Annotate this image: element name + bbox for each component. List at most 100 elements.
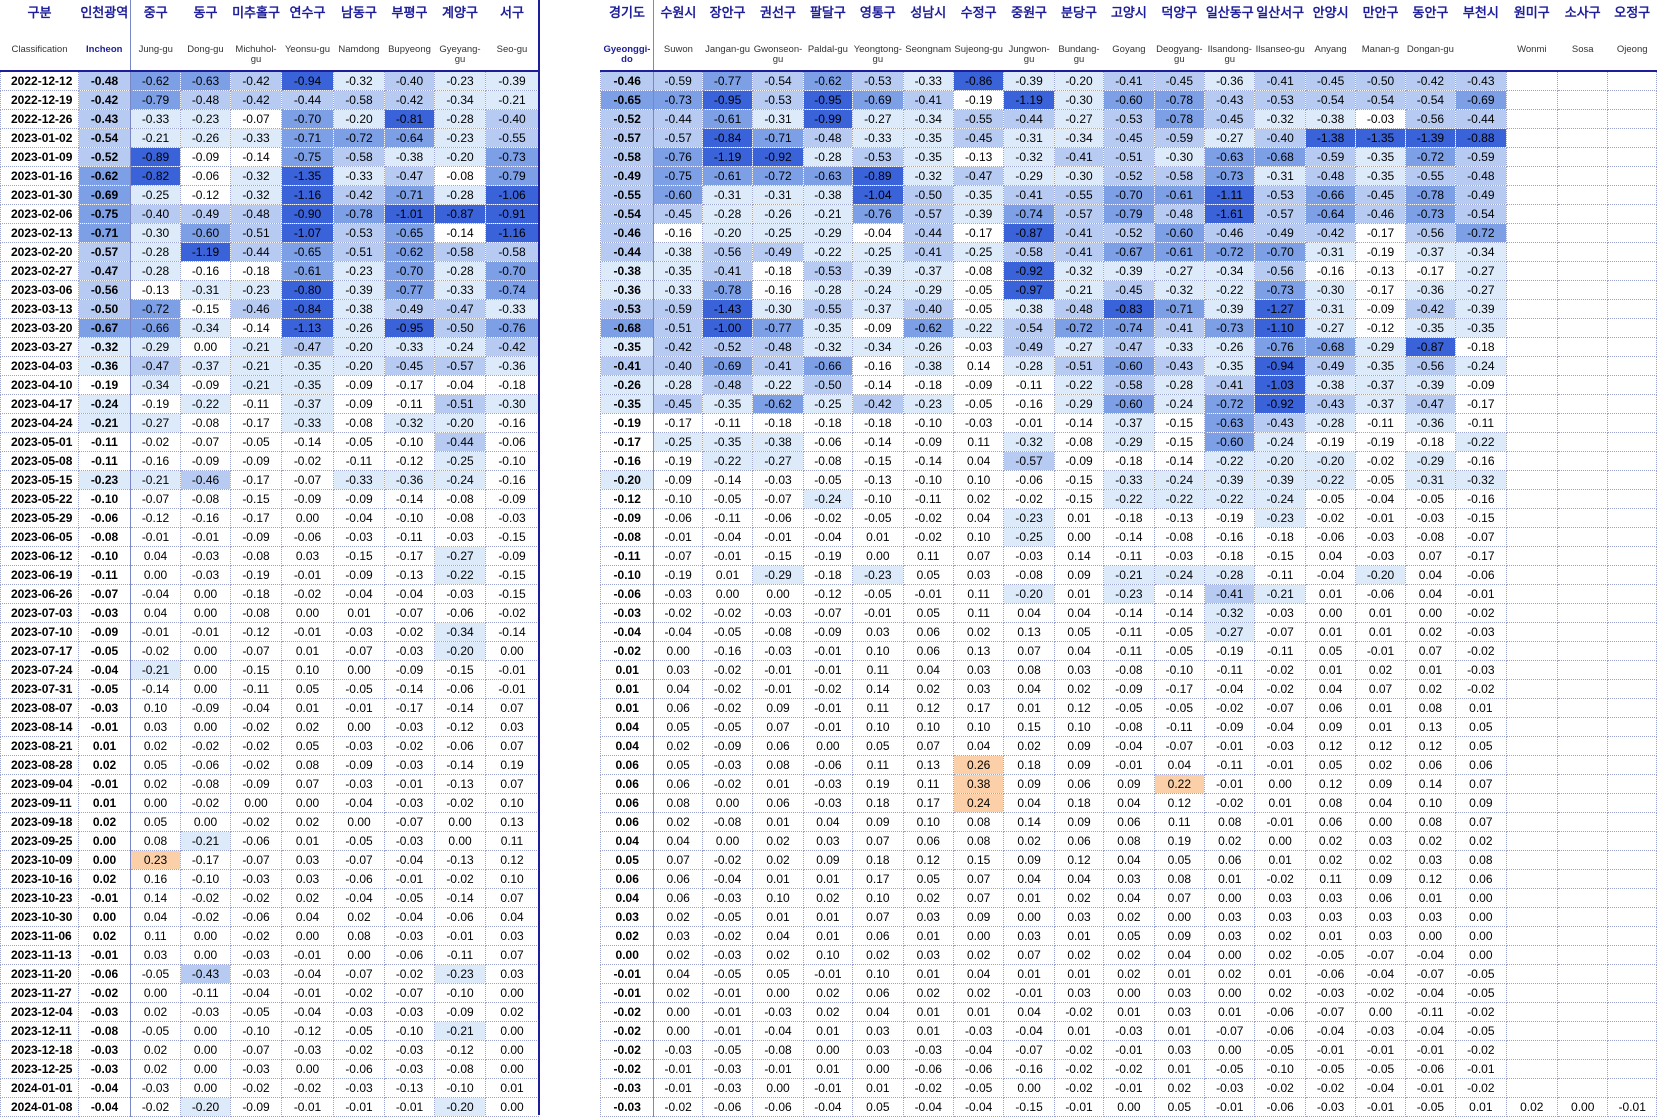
date-cell[interactable]: 2023-05-01 [0, 432, 79, 452]
value-cell[interactable]: -0.62 [384, 242, 435, 262]
value-cell[interactable]: -0.03 [802, 793, 854, 813]
value-cell[interactable]: 0.07 [952, 546, 1005, 566]
value-cell[interactable]: -0.03 [701, 755, 754, 775]
value-cell[interactable]: -0.72 [1053, 318, 1105, 338]
value-cell[interactable]: 0.06 [1304, 812, 1357, 832]
value-cell[interactable]: -0.03 [130, 1078, 181, 1098]
value-cell[interactable] [1556, 736, 1609, 756]
value-cell[interactable]: -0.05 [701, 1040, 754, 1060]
value-cell[interactable]: -0.58 [599, 147, 655, 167]
value-cell[interactable]: 0.01 [1003, 698, 1055, 718]
value-cell[interactable]: -0.35 [653, 261, 703, 281]
value-cell[interactable]: -0.10 [384, 432, 435, 452]
value-cell[interactable] [1505, 261, 1559, 281]
value-cell[interactable] [1556, 945, 1609, 965]
value-cell[interactable]: -0.30 [1153, 147, 1206, 167]
value-cell[interactable]: -0.03 [1355, 546, 1406, 566]
value-cell[interactable]: -0.03 [230, 869, 282, 889]
value-cell[interactable]: 0.04 [1355, 793, 1406, 813]
value-cell[interactable]: -0.58 [434, 242, 486, 262]
value-cell[interactable]: -0.14 [1153, 603, 1206, 623]
value-cell[interactable]: -0.83 [1103, 299, 1155, 319]
value-cell[interactable]: -0.32 [230, 185, 282, 205]
value-cell[interactable] [1505, 831, 1559, 851]
value-cell[interactable]: -0.71 [384, 185, 435, 205]
value-cell[interactable]: -0.39 [333, 280, 385, 300]
value-cell[interactable]: -0.79 [130, 90, 181, 110]
value-cell[interactable] [1505, 755, 1559, 775]
value-cell[interactable]: -0.01 [802, 660, 854, 680]
value-cell[interactable]: -0.14 [1103, 527, 1155, 547]
value-cell[interactable]: 0.13 [1003, 622, 1055, 642]
value-cell[interactable]: -0.36 [1204, 70, 1256, 91]
value-cell[interactable] [1505, 413, 1559, 433]
value-cell[interactable]: 0.04 [1404, 584, 1457, 604]
value-cell[interactable]: -0.15 [230, 489, 282, 509]
value-cell[interactable]: -0.29 [130, 337, 181, 357]
value-cell[interactable]: 0.02 [78, 812, 131, 832]
value-cell[interactable]: 0.02 [902, 679, 954, 699]
value-cell[interactable]: -0.05 [78, 679, 131, 699]
value-cell[interactable]: -0.08 [952, 261, 1005, 281]
value-cell[interactable]: -0.30 [1053, 166, 1105, 186]
value-cell[interactable]: 0.10 [852, 888, 904, 908]
value-cell[interactable]: 0.12 [1404, 736, 1457, 756]
value-cell[interactable]: 0.18 [852, 793, 904, 813]
value-cell[interactable]: -0.27 [1053, 109, 1105, 129]
value-cell[interactable]: -0.12 [434, 717, 486, 737]
value-cell[interactable]: -0.12 [434, 1040, 486, 1060]
value-cell[interactable]: -0.20 [180, 1097, 231, 1117]
value-cell[interactable]: -0.07 [1003, 1040, 1055, 1060]
value-cell[interactable] [1607, 394, 1657, 414]
value-cell[interactable]: -0.03 [230, 945, 282, 965]
value-cell[interactable]: -0.16 [852, 356, 904, 376]
value-cell[interactable] [1505, 717, 1559, 737]
value-cell[interactable]: 0.09 [802, 850, 854, 870]
value-cell[interactable]: -0.57 [599, 128, 655, 148]
value-cell[interactable]: -0.95 [701, 90, 754, 110]
value-cell[interactable]: -0.13 [384, 1078, 435, 1098]
value-cell[interactable]: -1.16 [485, 223, 539, 243]
value-cell[interactable]: -0.77 [701, 70, 754, 91]
value-cell[interactable]: -0.16 [752, 280, 804, 300]
value-cell[interactable]: -0.02 [130, 641, 181, 661]
value-cell[interactable]: -0.06 [952, 1059, 1005, 1079]
value-cell[interactable]: 0.02 [1003, 736, 1055, 756]
value-cell[interactable]: 0.03 [902, 907, 954, 927]
value-cell[interactable]: -0.01 [701, 1002, 754, 1022]
value-cell[interactable]: -0.21 [230, 356, 282, 376]
value-cell[interactable]: -0.06 [1304, 527, 1357, 547]
value-cell[interactable] [1556, 128, 1609, 148]
value-cell[interactable]: -0.19 [130, 394, 181, 414]
value-cell[interactable]: -0.15 [1053, 470, 1105, 490]
value-cell[interactable]: -0.18 [1204, 546, 1256, 566]
value-cell[interactable] [1607, 1040, 1657, 1060]
date-cell[interactable]: 2023-03-13 [0, 299, 79, 319]
value-cell[interactable]: -0.03 [952, 337, 1005, 357]
value-cell[interactable]: -0.07 [802, 603, 854, 623]
value-cell[interactable]: 0.01 [1355, 717, 1406, 737]
value-cell[interactable]: -0.09 [1103, 679, 1155, 699]
value-cell[interactable]: 0.03 [852, 1021, 904, 1041]
value-cell[interactable] [1556, 641, 1609, 661]
value-cell[interactable]: -0.38 [802, 185, 854, 205]
value-cell[interactable]: -0.14 [1153, 451, 1206, 471]
value-cell[interactable]: -1.35 [281, 166, 334, 186]
value-cell[interactable]: -0.05 [701, 489, 754, 509]
value-cell[interactable] [1556, 356, 1609, 376]
value-cell[interactable]: -0.09 [384, 660, 435, 680]
value-cell[interactable]: 0.03 [1404, 850, 1457, 870]
value-cell[interactable]: -0.17 [384, 698, 435, 718]
value-cell[interactable]: -0.10 [653, 489, 703, 509]
value-cell[interactable] [1505, 888, 1559, 908]
value-cell[interactable]: -0.03 [1304, 983, 1357, 1003]
value-cell[interactable]: -0.04 [333, 793, 385, 813]
value-cell[interactable] [1556, 242, 1609, 262]
value-cell[interactable]: -0.51 [434, 394, 486, 414]
value-cell[interactable]: 0.09 [752, 698, 804, 718]
value-cell[interactable]: 0.00 [281, 603, 334, 623]
value-cell[interactable]: -0.78 [333, 204, 385, 224]
value-cell[interactable]: -0.14 [852, 375, 904, 395]
value-cell[interactable]: -0.03 [1103, 1021, 1155, 1041]
value-cell[interactable]: -0.58 [1103, 375, 1155, 395]
